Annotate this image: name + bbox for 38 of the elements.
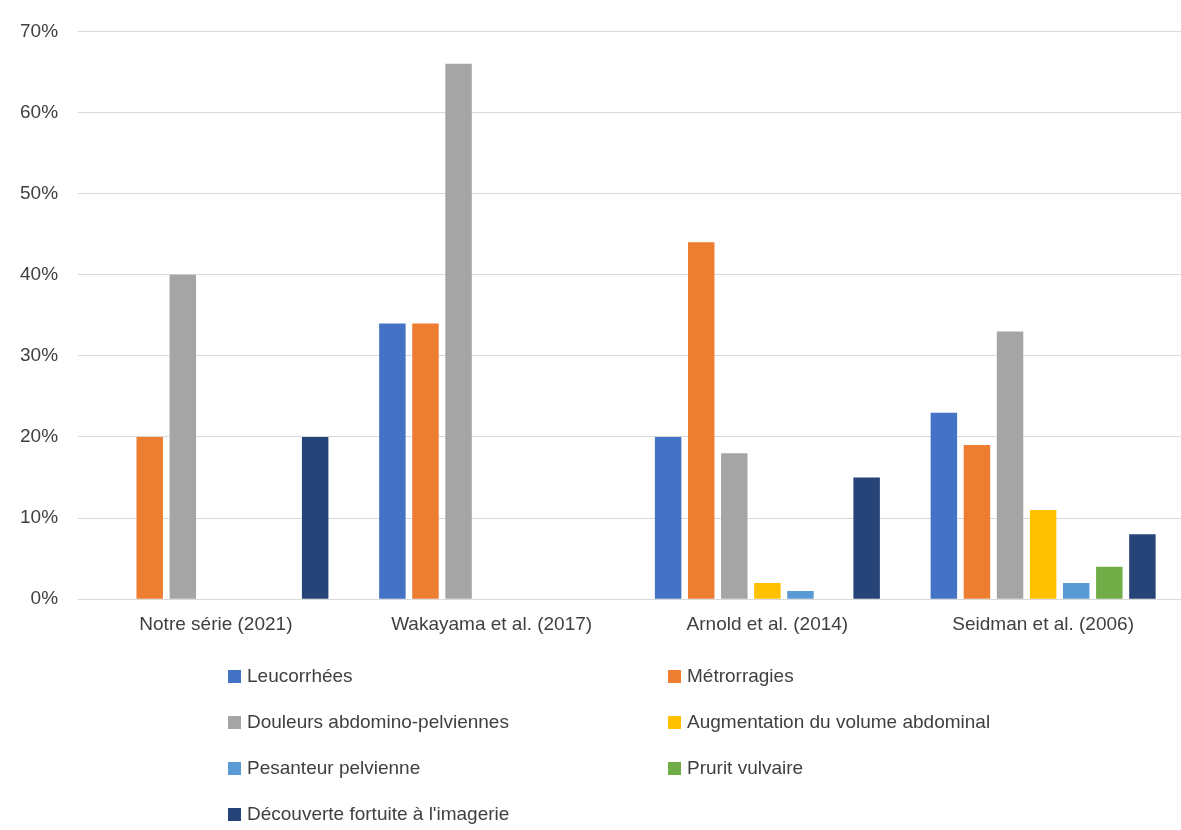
x-tick-label: Wakayama et al. (2017) <box>391 612 593 634</box>
bar <box>853 477 880 599</box>
x-tick-label: Seidman et al. (2006) <box>952 612 1134 634</box>
bar <box>169 274 197 599</box>
x-tick-label: Arnold et al. (2014) <box>686 612 849 634</box>
bar <box>379 323 406 599</box>
legend-label: Métrorragies <box>687 665 794 687</box>
bar <box>1096 566 1123 599</box>
bar <box>654 436 682 599</box>
x-tick-label: Notre série (2021) <box>139 612 293 634</box>
y-tick-label: 10% <box>20 506 59 528</box>
legend-label: Douleurs abdomino-pelviennes <box>247 711 509 733</box>
y-tick-label: 40% <box>20 262 59 284</box>
bar <box>996 331 1024 599</box>
bar <box>930 412 958 599</box>
bar <box>301 436 329 599</box>
legend-label: Pesanteur pelvienne <box>247 757 421 779</box>
y-tick-label: 60% <box>20 100 59 122</box>
y-tick-label: 20% <box>20 425 59 447</box>
y-tick-label: 30% <box>20 344 59 366</box>
bar <box>1129 534 1156 599</box>
y-tick-label: 50% <box>20 181 59 203</box>
bar <box>687 242 715 599</box>
legend-label: Découverte fortuite à l'imagerie <box>247 803 510 825</box>
y-tick-label: 0% <box>30 587 59 609</box>
legend-label: Leucorrhées <box>247 665 353 687</box>
bar <box>1029 509 1057 599</box>
bar <box>445 63 472 599</box>
legend-label: Augmentation du volume abdominal <box>687 711 991 733</box>
bar <box>721 453 748 599</box>
bar <box>136 436 163 599</box>
y-tick-label: 70% <box>20 19 59 41</box>
legend-label: Prurit vulvaire <box>687 757 804 779</box>
bar <box>1062 582 1090 599</box>
bar <box>412 323 439 599</box>
bar <box>787 591 814 599</box>
bar <box>963 445 991 599</box>
bar <box>754 582 781 599</box>
